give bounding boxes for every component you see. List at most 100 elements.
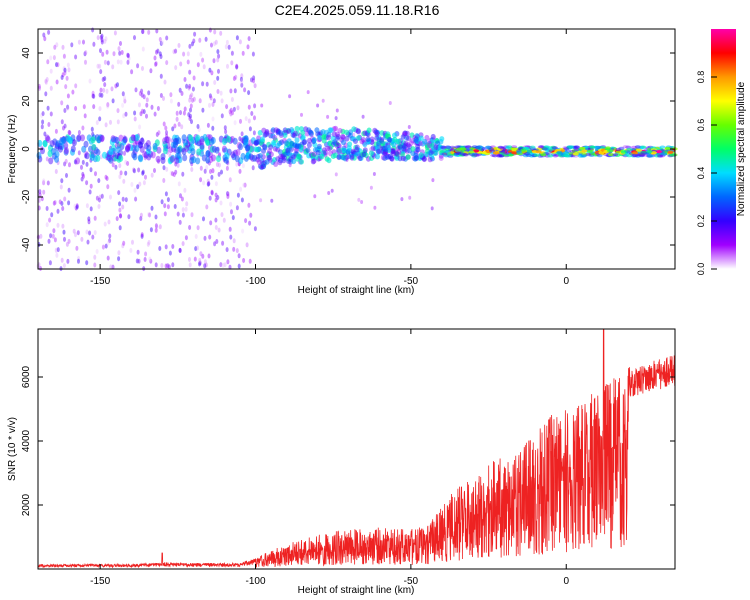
spectrogram-cell [147,240,151,245]
spectrogram-cell [193,31,197,37]
spectrogram-cell [56,247,60,253]
spectrogram-cell [268,151,274,158]
spectrogram-cell [188,69,192,75]
spectrogram-cell [374,144,380,151]
spectrogram-cell [433,144,439,150]
spectrogram-cell [101,244,105,250]
spectrogram-cell [263,131,269,137]
spectrogram-cell [321,98,325,103]
spectrogram-cell [226,194,230,199]
spectrogram-cell [574,145,580,149]
spectrogram-cell [126,143,131,151]
spectrogram-cell [123,95,126,101]
spectrogram-cell [149,258,153,264]
spectrogram-cell [205,204,209,210]
spectrogram-cell [445,152,452,156]
spectrogram-cell [396,148,402,155]
spectrogram-cell [397,155,403,162]
spectrogram-cell [383,146,389,153]
spectrogram-cell [239,186,243,192]
spectrogram-cell [253,103,257,109]
spectrogram-cell [287,145,293,151]
spectrogram-cell [255,138,261,145]
spectrogram-cell [199,51,203,57]
y-tick-label: -40 [21,237,32,252]
spectrogram-cell [432,136,436,141]
spectrogram-cell [92,41,96,47]
spectrogram-cell [84,50,88,56]
spectrogram-cell [226,135,232,143]
spectrogram-cell [137,167,141,173]
spectrogram-cell [201,57,205,63]
spectrogram-cell [88,230,92,236]
spectrogram-cell [659,145,666,149]
spectrogram-cell [66,104,70,110]
spectrogram-cell [53,237,57,243]
spectrogram-cell [118,174,122,180]
spectrogram-cell [56,208,60,214]
spectrogram-cell [155,155,161,163]
spectrogram-cell [179,193,182,199]
spectrogram-cell [114,164,118,170]
spectrogram-cell [400,155,406,162]
spectrogram-cell [138,124,142,130]
spectrogram-cell [109,264,113,270]
spectrogram-cell [188,262,192,268]
spectrogram-cell [111,264,115,270]
spectrogram-cell [160,199,164,205]
spectrogram-cell [81,145,87,153]
spectrogram-cell [255,153,261,160]
spectrogram-cell [254,139,260,146]
spectrogram-cell [542,147,549,151]
spectrogram-cell [379,138,385,144]
spectrogram-cell [311,158,317,164]
spectrogram-cell [273,161,279,167]
spectrogram-cell [334,135,340,141]
spectrogram-cell [178,219,182,225]
spectrogram-cell [77,256,81,261]
spectrogram-cell [177,101,181,107]
spectrogram-cell [344,136,350,142]
spectrogram-cell [223,262,227,268]
spectrogram-cell [173,123,177,129]
spectrogram-cell [103,76,107,82]
spectrogram-cell [535,150,542,154]
snr-y-ticks: 2000 4000 6000 [21,365,675,516]
spectrogram-cell [160,263,164,268]
spectrogram-cell [74,160,78,166]
spectrogram-cell [109,194,112,200]
spectrogram-cell [203,168,207,174]
spectrogram-cell [413,155,419,161]
spectrogram-cell [316,143,322,150]
spectrogram-cell [124,159,128,165]
snr-x-ticks: -150 -100 -50 0 [90,329,569,587]
spectrogram-cell [181,171,185,177]
spectrogram-cell [176,211,180,217]
colorbar-tick-label: 0.4 [696,167,706,180]
spectrogram-cell [138,141,144,149]
spectrogram-cell [282,132,288,139]
spectrogram-cell [219,139,223,145]
spectrogram-cell [336,154,342,161]
spectrogram-cell [76,135,82,143]
spectrogram-cell [229,107,233,113]
spectrogram-cell [244,116,248,122]
spectrogram-cell [63,123,67,129]
spectrogram-cell [130,134,136,142]
spectrogram-cell [138,181,142,187]
spectrogram-cell [650,148,657,152]
spectrogram-cell [182,154,188,162]
spectrogram-cell [98,197,101,203]
spectrogram-cell [119,59,123,65]
spectrogram-cell [439,136,445,142]
spectrogram-cell [62,229,66,235]
spectrogram-cell [73,159,77,165]
spectrogram-cell [421,156,427,163]
spectrogram-cell [211,116,215,122]
spectrogram-cell [202,64,206,70]
spectrogram-cell [185,83,189,89]
spectrogram-cell [45,156,49,162]
spectrogram-cell [53,200,57,205]
spectrogram-cell [244,144,250,152]
spectrogram-cell [246,44,250,50]
